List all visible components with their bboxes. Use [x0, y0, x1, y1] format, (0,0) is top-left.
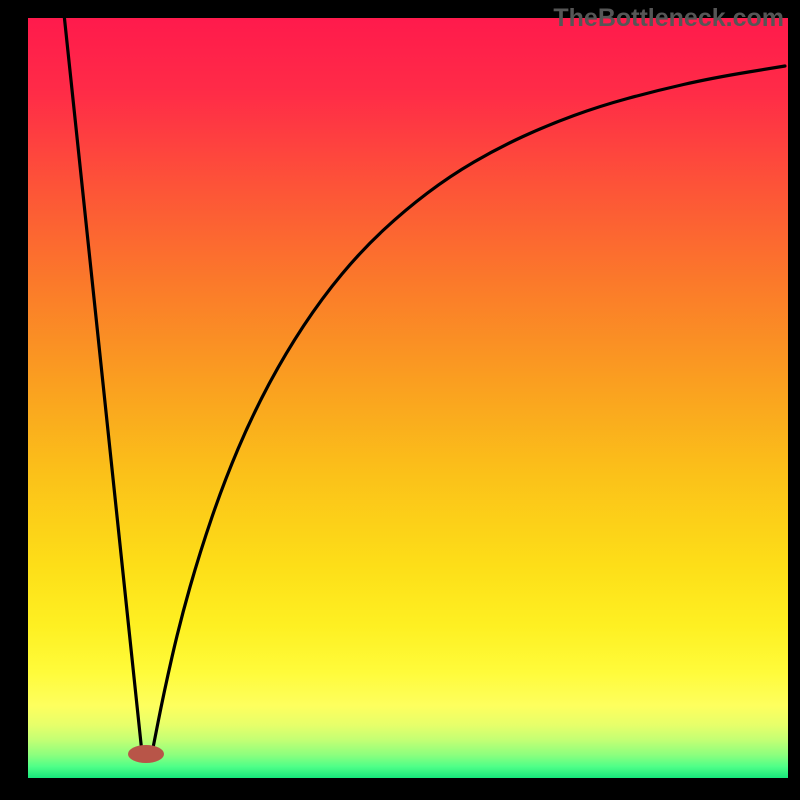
- curve-layer: [28, 18, 788, 778]
- plot-area: [28, 18, 788, 778]
- optimal-marker: [128, 745, 164, 763]
- watermark-text: TheBottleneck.com: [553, 4, 784, 33]
- bottleneck-curve: [62, 18, 785, 753]
